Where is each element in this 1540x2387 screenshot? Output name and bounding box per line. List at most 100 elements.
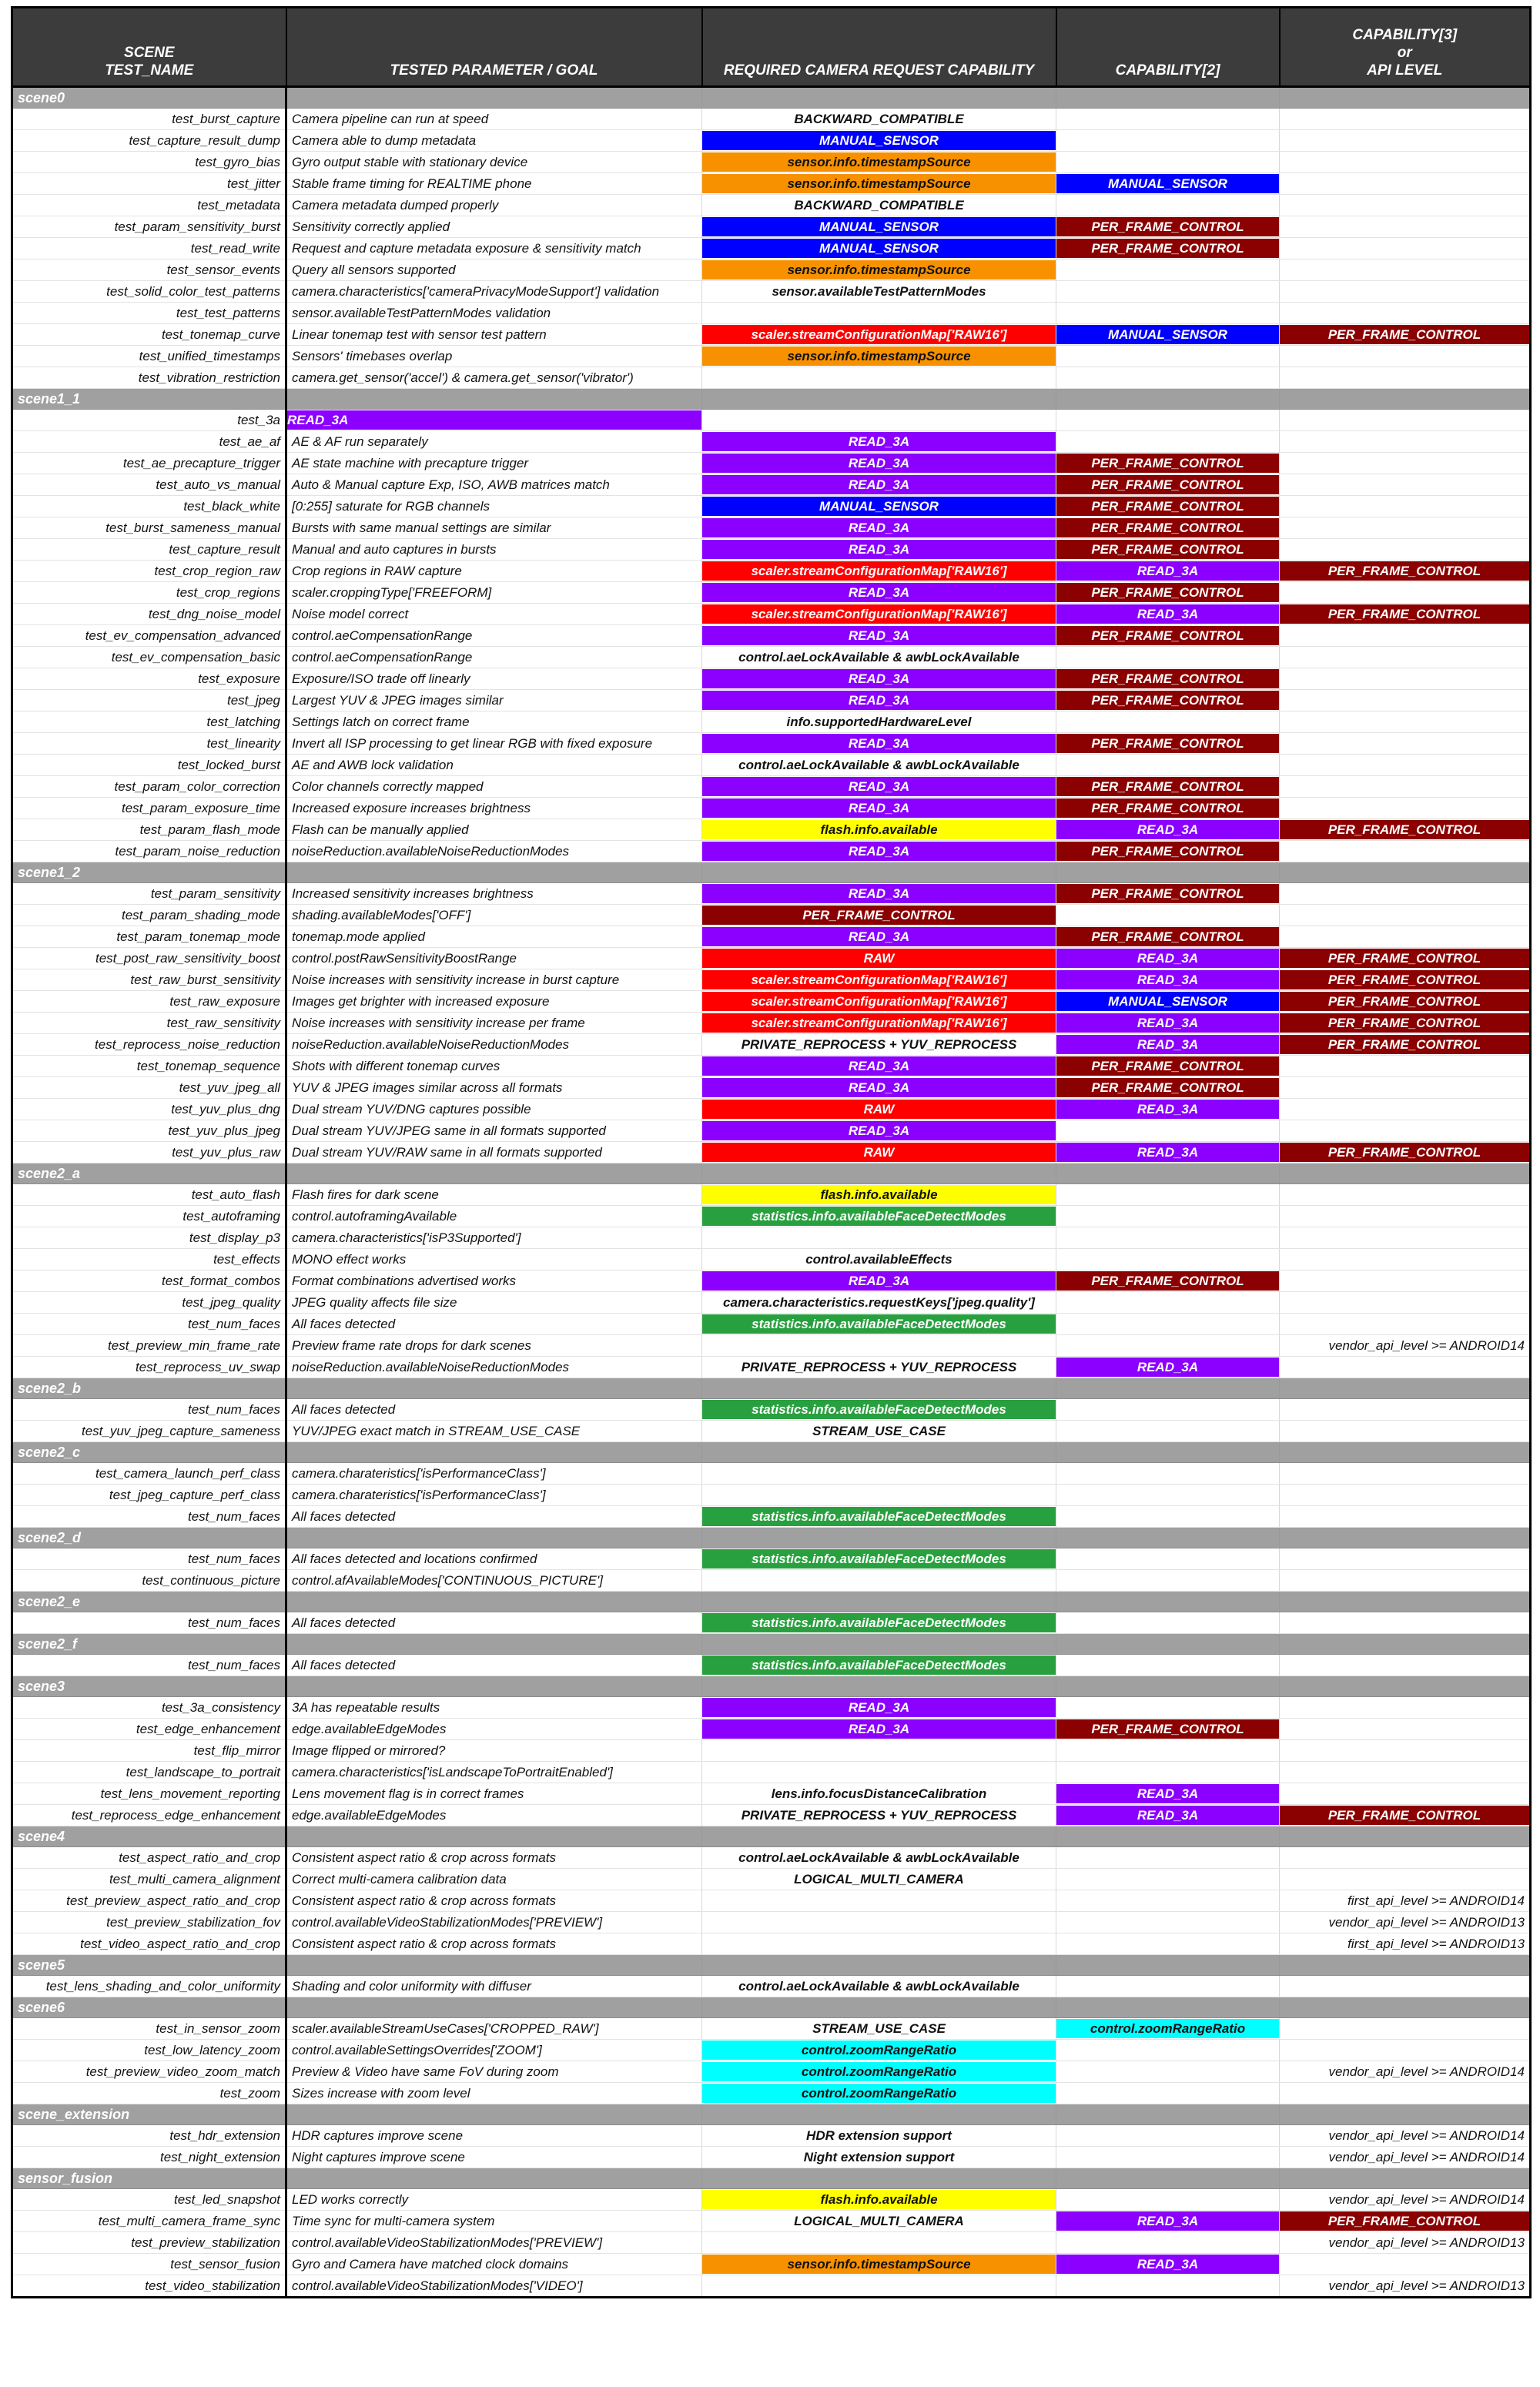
cell-tested-parameter-goal: noiseReduction.availableNoiseReductionMo…: [286, 1356, 702, 1378]
cell-required-camera-request-capability: sensor.info.timestampSource: [701, 172, 1056, 195]
table-row: test_locked_burst AE and AWB lock validat…: [12, 754, 1531, 776]
table-row: test_jpeg_capture_perf_class camera.chara…: [12, 1484, 1531, 1506]
cell-test-name: test_reprocess_noise_reduction: [12, 1033, 287, 1056]
cell-capability-3-or-api-level: [1279, 259, 1531, 281]
cell-tested-parameter-goal: Crop regions in RAW capture: [286, 560, 702, 582]
cell-test-name: test_locked_burst: [12, 754, 287, 776]
capability-chip: scaler.streamConfigurationMap['RAW16']: [702, 1013, 1056, 1033]
cell-capability-2: [1056, 1548, 1280, 1570]
header-row: SCENE TEST_NAME TESTED PARAMETER / GOAL …: [12, 7, 1531, 88]
table-row: test_param_sensitivity_burst Sensitivity …: [12, 216, 1531, 238]
cell-capability-3-or-api-level: PER_FRAME_CONTROL: [1279, 947, 1531, 969]
cell-tested-parameter-goal: All faces detected: [286, 1654, 702, 1676]
cell-capability-2: [1056, 2275, 1280, 2298]
cell-capability-3-or-api-level: [1279, 1055, 1531, 1077]
cell-required-camera-request-capability: [701, 1462, 1056, 1485]
cell-capability-2: [1056, 1248, 1280, 1270]
cell-tested-parameter-goal: control.availableVideoStabilizationModes…: [286, 1911, 702, 1933]
cell-capability-3-or-api-level: [1279, 430, 1531, 453]
cell-required-camera-request-capability: RAW: [701, 1141, 1056, 1163]
cell-capability-3-or-api-level: PER_FRAME_CONTROL: [1279, 603, 1531, 625]
cell-required-camera-request-capability: scaler.streamConfigurationMap['RAW16']: [701, 1012, 1056, 1034]
cell-capability-2: PER_FRAME_CONTROL: [1056, 797, 1280, 819]
table-row: test_lens_shading_and_color_uniformity Sh…: [12, 1975, 1531, 1997]
cell-tested-parameter-goal: Noise increases with sensitivity increas…: [286, 1012, 702, 1034]
capability-chip: RAW: [702, 949, 1056, 968]
capability-chip: PER_FRAME_CONTROL: [1056, 798, 1279, 818]
cell-required-camera-request-capability: READ_3A: [701, 797, 1056, 819]
cell-capability-2: [1056, 1739, 1280, 1762]
cell-tested-parameter-goal: YUV/JPEG exact match in STREAM_USE_CASE: [286, 1420, 702, 1442]
table-row: test_sensor_events Query all sensors supp…: [12, 259, 1531, 281]
capability-chip: statistics.info.availableFaceDetectModes: [702, 1613, 1056, 1632]
cell-capability-2: [1056, 345, 1280, 367]
cell-capability-3-or-api-level: [1279, 1718, 1531, 1740]
cell-test-name: test_flip_mirror: [12, 1739, 287, 1762]
cell-capability-3-or-api-level: first_api_level >= ANDROID14: [1279, 1890, 1531, 1912]
table-row: test_vibration_restriction camera.get_sen…: [12, 367, 1531, 389]
capability-chip: sensor.info.timestampSource: [702, 174, 1056, 193]
cell-test-name: test_jitter: [12, 172, 287, 195]
cell-capability-3-or-api-level: [1279, 904, 1531, 926]
capability-chip: sensor.info.timestampSource: [702, 152, 1056, 172]
test-matrix-table: SCENE TEST_NAME TESTED PARAMETER / GOAL …: [11, 6, 1532, 2298]
cell-test-name: test_param_exposure_time: [12, 797, 287, 819]
cell-capability-3-or-api-level: vendor_api_level >= ANDROID13: [1279, 2275, 1531, 2298]
table-row: test_low_latency_zoom control.availableSe…: [12, 2039, 1531, 2061]
scene-group-header-row: scene3: [12, 1676, 1531, 1697]
cell-tested-parameter-goal: Sensitivity correctly applied: [286, 216, 702, 238]
scene-group-spacer-cell: [1279, 1954, 1531, 1976]
table-row: test_param_exposure_time Increased exposu…: [12, 797, 1531, 819]
cell-capability-3-or-api-level: PER_FRAME_CONTROL: [1279, 1141, 1531, 1163]
cell-test-name: test_linearity: [12, 732, 287, 755]
cell-capability-2: PER_FRAME_CONTROL: [1056, 452, 1280, 474]
cell-test-name: test_in_sensor_zoom: [12, 2017, 287, 2040]
cell-capability-2: READ_3A: [1056, 560, 1280, 582]
scene-group-spacer-cell: [1279, 1527, 1531, 1548]
cell-test-name: test_sensor_events: [12, 259, 287, 281]
capability-chip: sensor.info.timestampSource: [702, 2255, 1056, 2274]
cell-capability-3-or-api-level: vendor_api_level >= ANDROID14: [1279, 2188, 1531, 2211]
cell-capability-2: [1056, 259, 1280, 281]
cell-capability-2: [1056, 1313, 1280, 1335]
capability-chip: MANUAL_SENSOR: [702, 239, 1056, 258]
cell-capability-2: PER_FRAME_CONTROL: [1056, 216, 1280, 238]
cell-required-camera-request-capability: scaler.streamConfigurationMap['RAW16']: [701, 990, 1056, 1013]
capability-chip: READ_3A: [1056, 1806, 1279, 1825]
cell-capability-3-or-api-level: PER_FRAME_CONTROL: [1279, 323, 1531, 346]
cell-tested-parameter-goal: Lens movement flag is in correct frames: [286, 1783, 702, 1805]
capability-chip: flash.info.available: [702, 2190, 1056, 2209]
capability-chip: PER_FRAME_CONTROL: [1280, 820, 1529, 839]
cell-required-camera-request-capability: READ_3A: [701, 430, 1056, 453]
cell-required-camera-request-capability: control.aeLockAvailable & awbLockAvailab…: [701, 1975, 1056, 1997]
cell-required-camera-request-capability: control.aeLockAvailable & awbLockAvailab…: [701, 1846, 1056, 1869]
table-row: test_ae_af AE & AF run separately READ_3A: [12, 430, 1531, 453]
cell-capability-3-or-api-level: [1279, 1227, 1531, 1249]
cell-capability-2: PER_FRAME_CONTROL: [1056, 1076, 1280, 1099]
cell-capability-2: [1056, 904, 1280, 926]
cell-tested-parameter-goal: Format combinations advertised works: [286, 1270, 702, 1292]
cell-tested-parameter-goal: Sensors' timebases overlap: [286, 345, 702, 367]
cell-required-camera-request-capability: statistics.info.availableFaceDetectModes: [701, 1654, 1056, 1676]
cell-test-name: test_reprocess_edge_enhancement: [12, 1804, 287, 1826]
cell-capability-2: [1056, 409, 1280, 431]
cell-capability-3-or-api-level: [1279, 1205, 1531, 1227]
cell-required-camera-request-capability: READ_3A: [701, 882, 1056, 905]
cell-capability-2: [1056, 1911, 1280, 1933]
cell-capability-3-or-api-level: [1279, 538, 1531, 561]
table-row: test_display_p3 camera.characteristics['i…: [12, 1227, 1531, 1249]
capability-chip: READ_3A: [702, 777, 1056, 796]
cell-tested-parameter-goal: Night captures improve scene: [286, 2146, 702, 2168]
cell-capability-2: PER_FRAME_CONTROL: [1056, 474, 1280, 496]
cell-capability-2: PER_FRAME_CONTROL: [1056, 840, 1280, 862]
scene-group-spacer-cell: [701, 1997, 1056, 2018]
cell-tested-parameter-goal: All faces detected: [286, 1313, 702, 1335]
scene-group-spacer-cell: [1056, 1997, 1280, 2018]
cell-tested-parameter-goal: Settings latch on correct frame: [286, 711, 702, 733]
cell-required-camera-request-capability: READ_3A: [701, 581, 1056, 604]
scene-group-label: scene_extension: [12, 2104, 287, 2125]
cell-capability-2: [1056, 2039, 1280, 2061]
cell-capability-3-or-api-level: [1279, 517, 1531, 539]
cell-test-name: test_led_snapshot: [12, 2188, 287, 2211]
capability-chip: RAW: [702, 1143, 1056, 1162]
